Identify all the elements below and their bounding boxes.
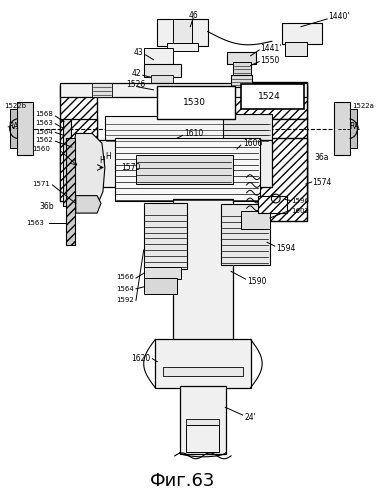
Text: 1606: 1606 — [243, 138, 262, 147]
Text: 1562: 1562 — [36, 138, 53, 143]
Bar — [186, 425, 220, 452]
Bar — [144, 278, 177, 293]
Polygon shape — [76, 196, 101, 213]
Bar — [17, 102, 33, 155]
Bar — [144, 268, 180, 279]
Bar — [241, 84, 304, 109]
Bar — [282, 23, 322, 44]
Bar — [10, 109, 17, 148]
Bar — [105, 116, 270, 143]
Text: 1564: 1564 — [116, 286, 134, 292]
Bar — [231, 75, 252, 87]
Text: 1522a: 1522a — [352, 104, 374, 110]
Text: 1563: 1563 — [35, 120, 53, 126]
Text: RA: RA — [8, 122, 18, 131]
Text: 1592: 1592 — [116, 298, 134, 304]
Bar — [233, 82, 307, 119]
Bar — [223, 114, 272, 155]
Text: H: H — [99, 156, 105, 165]
Text: 1594: 1594 — [276, 244, 295, 252]
Bar — [227, 52, 256, 64]
Text: 1563: 1563 — [26, 220, 44, 226]
Text: 1596: 1596 — [291, 198, 309, 204]
Text: 1574: 1574 — [313, 178, 332, 186]
Text: 1620: 1620 — [131, 354, 150, 363]
Bar — [270, 119, 307, 202]
Text: 1441': 1441' — [260, 44, 282, 52]
Bar — [152, 75, 173, 83]
Bar — [144, 204, 187, 270]
Bar — [144, 48, 173, 66]
Text: 24': 24' — [245, 412, 256, 422]
Text: 1550: 1550 — [260, 56, 280, 65]
Text: Фиг.63: Фиг.63 — [150, 472, 215, 490]
Text: 1568: 1568 — [35, 111, 53, 117]
Text: 1522b: 1522b — [4, 104, 26, 110]
Bar — [136, 155, 233, 184]
Text: 1590: 1590 — [247, 276, 267, 285]
Text: 36a: 36a — [315, 154, 329, 162]
Text: H: H — [105, 152, 111, 162]
Bar — [92, 83, 112, 96]
Bar — [334, 102, 350, 155]
Text: 1530: 1530 — [183, 98, 206, 107]
Bar — [144, 64, 180, 77]
Text: 1571: 1571 — [33, 181, 50, 187]
Text: 42: 42 — [131, 69, 141, 78]
Text: 1570: 1570 — [121, 163, 141, 172]
Bar — [63, 119, 71, 206]
Text: 1526: 1526 — [126, 80, 146, 90]
Bar — [186, 419, 220, 426]
Bar — [115, 138, 260, 202]
Bar — [350, 109, 357, 148]
Bar — [63, 119, 71, 206]
Bar — [60, 85, 97, 202]
Bar — [157, 86, 235, 119]
Text: 1524: 1524 — [258, 92, 280, 101]
Polygon shape — [72, 134, 105, 211]
Bar — [167, 43, 198, 51]
Bar — [60, 83, 307, 96]
Text: 1602: 1602 — [291, 208, 309, 214]
Text: 1560: 1560 — [33, 146, 50, 152]
Bar — [155, 340, 250, 388]
Bar — [173, 198, 233, 342]
Bar — [258, 196, 287, 213]
Bar — [180, 386, 226, 454]
Text: RA: RA — [350, 122, 360, 131]
Bar — [233, 62, 250, 75]
Bar — [66, 138, 75, 245]
Bar — [60, 119, 97, 202]
Text: 1440': 1440' — [328, 12, 350, 20]
Bar — [221, 204, 270, 264]
Text: 1610: 1610 — [185, 129, 204, 138]
Bar — [241, 211, 270, 228]
Bar — [97, 140, 272, 187]
Bar — [285, 42, 307, 56]
Bar — [157, 19, 208, 46]
Bar — [258, 138, 307, 221]
Bar — [173, 19, 192, 43]
Text: 1564: 1564 — [36, 128, 53, 134]
Bar — [163, 366, 243, 376]
Bar — [270, 85, 307, 202]
Text: 46: 46 — [188, 10, 198, 20]
Text: 43: 43 — [134, 48, 144, 58]
Bar — [66, 138, 75, 245]
Text: 36b: 36b — [40, 202, 55, 211]
Text: 1566: 1566 — [116, 274, 134, 280]
